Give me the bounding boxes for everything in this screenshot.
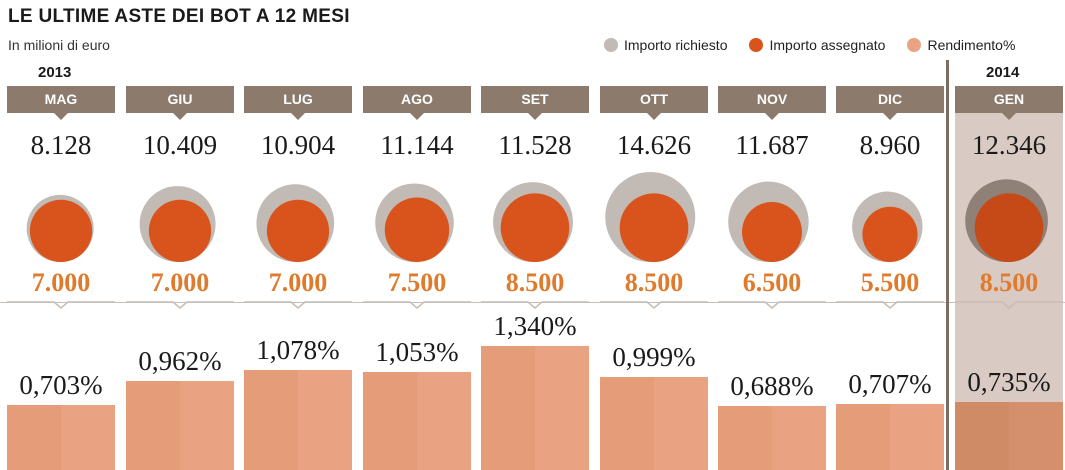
rate-bar [126,380,234,470]
section-caret [7,301,115,309]
rate-value: 0,999% [612,342,696,373]
year-divider [946,60,949,470]
assigned-bubble [384,197,450,262]
assigned-bubble [266,199,330,262]
rate-bar [244,369,352,470]
rate-bar [481,345,589,470]
assigned-bubble [619,193,689,262]
section-caret [126,301,234,309]
rate-value: 0,962% [138,345,222,376]
section-caret [836,301,944,309]
bubble-pair [605,172,696,262]
assigned-bubble [500,193,570,262]
month-tab-ott: OTT [600,86,708,120]
requested-value: 11.144 [380,130,454,160]
section-caret [481,301,589,309]
assigned-value: 7.000 [150,268,210,297]
rate-bar [955,401,1063,470]
rate-value: 0,707% [848,369,932,400]
requested-dot-icon [604,38,618,52]
month-tab-nov: NOV [718,86,826,120]
bubble-pair [965,179,1048,262]
column-gen: GEN 12.346 8.500 0,735% [955,86,1063,470]
bubble-pair [139,186,216,262]
month-tab-giu: GIU [126,86,234,120]
section-separator [0,302,1065,303]
assigned-value: 7.000 [31,268,91,297]
chart-title: LE ULTIME ASTE DEI BOT A 12 MESI [8,6,350,27]
requested-value: 10.409 [142,130,218,160]
assigned-value: 8.500 [505,268,565,297]
rate-value: 0,735% [967,366,1051,397]
requested-value: 11.528 [498,130,572,160]
column-nov: NOV 11.687 6.500 0,688% [718,0,826,470]
rate-value: 1,053% [375,337,459,368]
column-mag: MAG 8.128 7.000 0,703% [7,0,115,470]
section-caret [244,301,352,309]
assigned-value: 8.500 [979,268,1039,297]
assigned-value: 6.500 [742,268,802,297]
assigned-bubble [29,199,93,262]
rate-bar [363,372,471,470]
bubble-pair [375,183,454,262]
column-giu: GIU 10.409 7.000 0,962% [126,0,234,470]
rate-dot-icon [907,38,922,52]
year-label-2013: 2013 [38,64,72,81]
column-ago: AGO 11.144 7.500 1,053% [363,0,471,470]
legend-label-requested: Importo richiesto [624,37,728,53]
requested-value: 8.128 [30,130,92,160]
bubble-pair [493,182,573,262]
bubble-pair [852,191,923,262]
bubble-pair [728,181,809,262]
bubble-pair [26,194,94,262]
column-ott: OTT 14.626 8.500 0,999% [600,0,708,470]
year-label-2014: 2014 [986,64,1020,81]
rate-value: 0,688% [730,371,814,402]
section-caret [718,301,826,309]
month-tab-ago: AGO [363,86,471,120]
rate-bar [600,377,708,470]
rate-bar [7,404,115,470]
column-dic: DIC 8.960 5.500 0,707% [836,0,944,470]
section-caret [363,301,471,309]
rate-bar [718,406,826,470]
bubble-pair [256,184,335,262]
month-tab-dic: DIC [836,86,944,120]
legend-item-requested: Importo richiesto [604,37,727,53]
requested-value: 11.687 [735,130,809,160]
month-tab-set: SET [481,86,589,120]
requested-value: 10.904 [260,130,336,160]
section-caret [600,301,708,309]
requested-value: 14.626 [616,130,692,160]
assigned-bubble [862,206,918,262]
month-tab-lug: LUG [244,86,352,120]
assigned-dot-icon [749,38,764,52]
rate-bar [836,404,944,470]
assigned-bubble [742,202,802,262]
requested-value: 8.960 [859,130,921,160]
assigned-value: 7.000 [268,268,328,297]
legend-label-assigned: Importo assegnato [769,37,886,53]
assigned-value: 5.500 [860,268,920,297]
month-tab-mag: MAG [7,86,115,120]
legend-item-assigned: Importo assegnato [749,37,885,53]
column-lug: LUG 10.904 7.000 1,078% [244,0,352,470]
assigned-value: 8.500 [624,268,684,297]
rate-value: 1,078% [256,334,340,365]
assigned-bubble [148,199,212,262]
legend: Importo richiesto Importo assegnato Rend… [604,37,1015,53]
assigned-bubble [974,193,1044,262]
rate-value: 1,340% [493,310,577,341]
column-set: SET 11.528 8.500 1,340% [481,0,589,470]
requested-value: 12.346 [971,130,1047,160]
legend-item-rate: Rendimento% [907,37,1015,53]
legend-label-rate: Rendimento% [927,37,1016,53]
assigned-value: 7.500 [387,268,447,297]
section-caret [955,301,1063,309]
month-tab-gen: GEN [955,86,1063,120]
chart-subtitle: In milioni di euro [8,37,110,53]
rate-value: 0,703% [19,369,103,400]
